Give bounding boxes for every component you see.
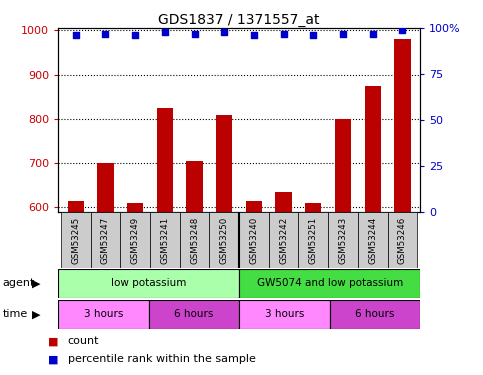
Bar [298, 212, 328, 268]
Text: 6 hours: 6 hours [355, 309, 395, 319]
Point [280, 31, 287, 37]
Text: GSM53244: GSM53244 [368, 216, 377, 264]
Bar [156, 108, 173, 212]
Text: ▶: ▶ [32, 309, 41, 319]
Text: GSM53250: GSM53250 [220, 216, 229, 264]
Bar [149, 300, 239, 329]
Bar [210, 212, 239, 268]
Point [250, 33, 258, 39]
Bar [275, 192, 292, 212]
Bar [239, 269, 420, 298]
Bar [68, 201, 84, 212]
Point [339, 31, 347, 37]
Text: GW5074 and low potassium: GW5074 and low potassium [256, 279, 403, 288]
Bar [120, 212, 150, 268]
Bar [246, 201, 262, 212]
Text: time: time [2, 309, 28, 319]
Point [161, 29, 169, 35]
Text: GSM53242: GSM53242 [279, 216, 288, 264]
Bar [61, 212, 91, 268]
Text: agent: agent [2, 279, 35, 288]
Point [220, 29, 228, 35]
Bar [305, 203, 322, 212]
Bar [269, 212, 298, 268]
Bar [127, 203, 143, 212]
Text: GSM53251: GSM53251 [309, 216, 318, 264]
Text: GSM53245: GSM53245 [71, 216, 80, 264]
Bar [335, 119, 351, 212]
Text: GSM53246: GSM53246 [398, 216, 407, 264]
Bar [180, 212, 210, 268]
Text: GSM53241: GSM53241 [160, 216, 170, 264]
Text: GSM53243: GSM53243 [339, 216, 347, 264]
Bar [329, 300, 420, 329]
Bar [91, 212, 120, 268]
Bar [358, 212, 387, 268]
Bar [58, 300, 149, 329]
Text: 3 hours: 3 hours [84, 309, 123, 319]
Text: count: count [68, 336, 99, 346]
Bar [239, 212, 269, 268]
Bar [216, 116, 232, 212]
Text: GSM53247: GSM53247 [101, 216, 110, 264]
Text: GSM53249: GSM53249 [131, 216, 140, 264]
Text: ■: ■ [48, 354, 59, 364]
Text: ▶: ▶ [32, 279, 41, 288]
Bar [186, 161, 203, 212]
Bar [387, 212, 417, 268]
Bar [97, 163, 114, 212]
Point [369, 31, 377, 37]
Bar [150, 212, 180, 268]
Bar [328, 212, 358, 268]
Bar [58, 269, 239, 298]
Text: GSM53248: GSM53248 [190, 216, 199, 264]
Point [398, 27, 406, 33]
Text: low potassium: low potassium [111, 279, 186, 288]
Text: ■: ■ [48, 336, 59, 346]
Title: GDS1837 / 1371557_at: GDS1837 / 1371557_at [158, 13, 320, 27]
Text: 6 hours: 6 hours [174, 309, 213, 319]
Point [72, 33, 80, 39]
Text: 3 hours: 3 hours [265, 309, 304, 319]
Text: percentile rank within the sample: percentile rank within the sample [68, 354, 256, 364]
Bar [394, 39, 411, 212]
Point [131, 33, 139, 39]
Point [310, 33, 317, 39]
Bar [239, 300, 330, 329]
Text: GSM53240: GSM53240 [249, 216, 258, 264]
Point [101, 31, 109, 37]
Point [191, 31, 199, 37]
Bar [365, 86, 381, 212]
